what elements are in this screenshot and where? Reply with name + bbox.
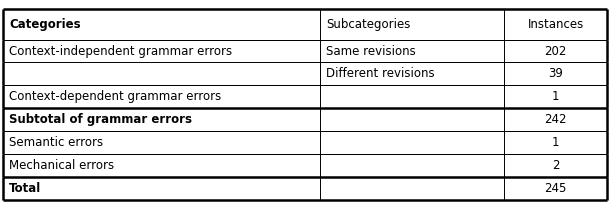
Text: Semantic errors: Semantic errors bbox=[9, 136, 103, 149]
Text: Subcategories: Subcategories bbox=[326, 18, 411, 31]
Text: 1: 1 bbox=[552, 90, 559, 103]
Text: Different revisions: Different revisions bbox=[326, 67, 435, 80]
Text: Categories: Categories bbox=[9, 18, 81, 31]
Text: 245: 245 bbox=[545, 182, 567, 195]
Text: 242: 242 bbox=[544, 113, 567, 126]
Text: Mechanical errors: Mechanical errors bbox=[9, 159, 114, 172]
Text: 39: 39 bbox=[548, 67, 563, 80]
Text: Same revisions: Same revisions bbox=[326, 45, 416, 57]
Text: 2: 2 bbox=[552, 159, 559, 172]
Text: Total: Total bbox=[9, 182, 41, 195]
Text: Context-dependent grammar errors: Context-dependent grammar errors bbox=[9, 90, 221, 103]
Text: 1: 1 bbox=[552, 136, 559, 149]
Text: 202: 202 bbox=[545, 45, 567, 57]
Text: Context-independent grammar errors: Context-independent grammar errors bbox=[9, 45, 232, 57]
Text: Subtotal of grammar errors: Subtotal of grammar errors bbox=[9, 113, 192, 126]
Text: Instances: Instances bbox=[528, 18, 584, 31]
